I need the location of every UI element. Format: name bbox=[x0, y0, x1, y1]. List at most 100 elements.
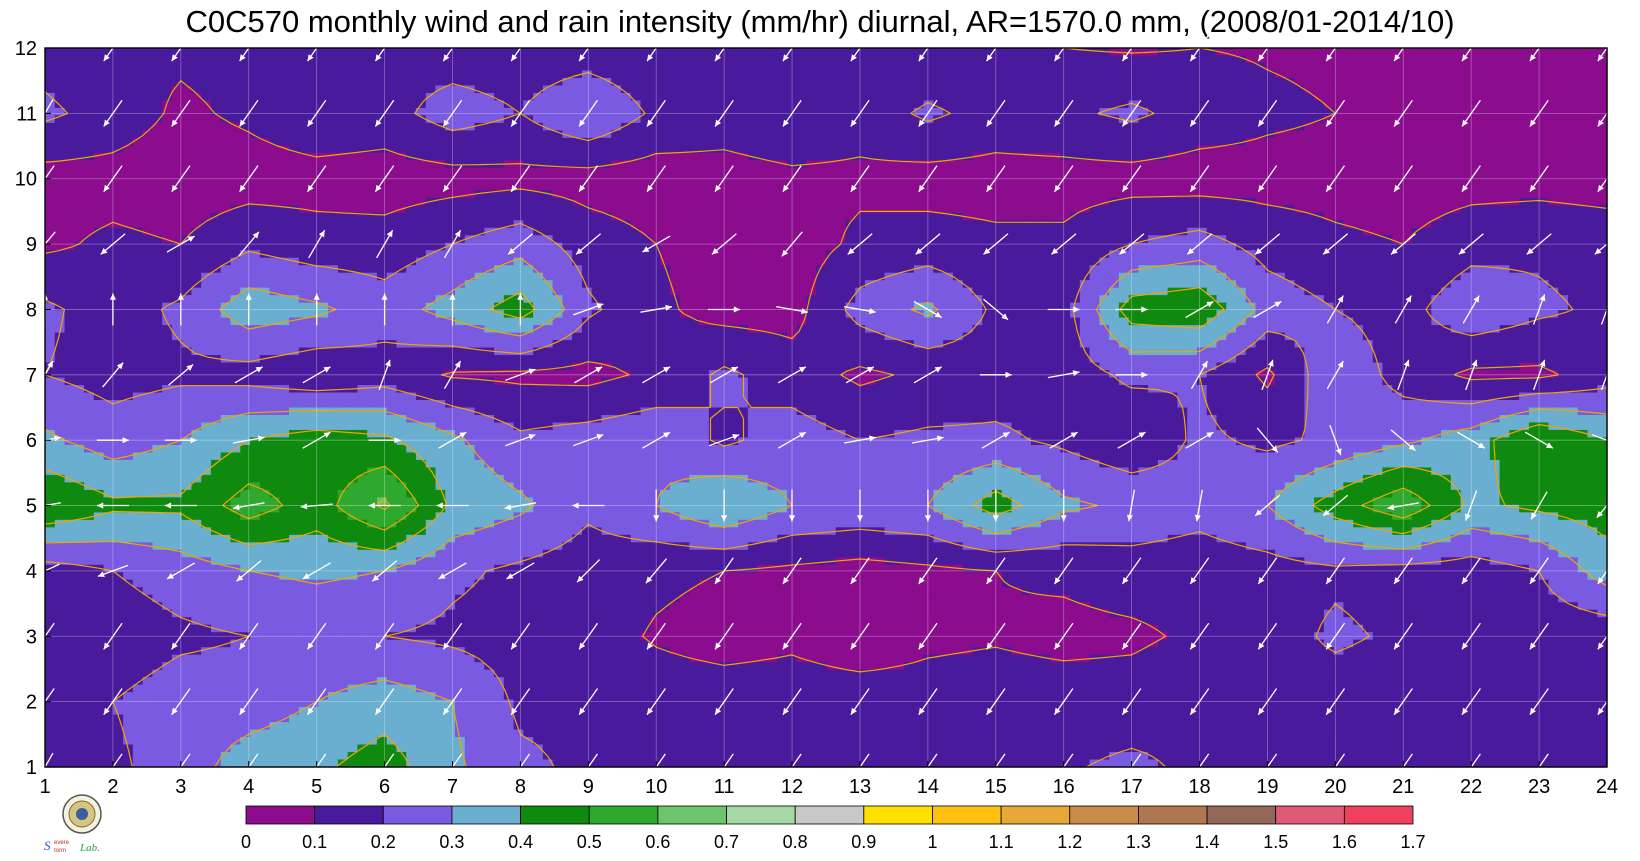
field-cell bbox=[1528, 100, 1540, 109]
field-cell bbox=[1167, 70, 1179, 79]
field-cell bbox=[1177, 100, 1188, 109]
field-cell bbox=[865, 265, 876, 274]
field-cell bbox=[415, 122, 427, 131]
field-cell bbox=[1011, 107, 1022, 117]
field-cell bbox=[1011, 227, 1022, 236]
field-cell bbox=[777, 130, 788, 139]
field-cell bbox=[630, 227, 642, 236]
field-cell bbox=[1538, 197, 1550, 206]
field-cell bbox=[396, 250, 407, 259]
field-cell bbox=[386, 55, 398, 64]
field-cell bbox=[123, 137, 134, 146]
field-cell bbox=[484, 212, 495, 221]
field-cell bbox=[1470, 137, 1481, 146]
field-cell bbox=[708, 227, 720, 236]
field-cell bbox=[191, 250, 202, 259]
field-cell bbox=[337, 92, 349, 102]
field-cell bbox=[1460, 115, 1471, 124]
field-cell bbox=[1362, 167, 1374, 176]
field-cell bbox=[972, 137, 983, 146]
field-cell bbox=[601, 152, 612, 161]
field-cell bbox=[1138, 220, 1149, 229]
field-cell bbox=[1401, 160, 1413, 169]
field-cell bbox=[1255, 115, 1266, 124]
field-cell bbox=[455, 85, 466, 94]
field-cell bbox=[1138, 100, 1149, 109]
field-cell bbox=[1411, 77, 1423, 87]
field-cell bbox=[923, 182, 934, 191]
field-cell bbox=[1187, 250, 1198, 259]
field-cell bbox=[523, 122, 534, 131]
field-cell bbox=[1099, 85, 1110, 94]
field-cell bbox=[396, 130, 407, 139]
field-cell bbox=[1040, 92, 1052, 102]
field-cell bbox=[1148, 212, 1159, 221]
field-cell bbox=[855, 122, 866, 131]
field-cell bbox=[826, 130, 837, 139]
field-cell bbox=[415, 242, 427, 251]
field-cell bbox=[84, 160, 95, 169]
field-cell bbox=[1548, 160, 1559, 169]
field-cell bbox=[93, 107, 105, 117]
field-cell bbox=[1558, 235, 1569, 244]
field-cell bbox=[933, 92, 944, 102]
field-cell bbox=[943, 48, 954, 57]
field-cell bbox=[474, 227, 485, 236]
field-cell bbox=[1265, 220, 1276, 229]
field-cell bbox=[533, 122, 544, 131]
field-cell bbox=[93, 55, 105, 64]
field-cell bbox=[132, 100, 144, 109]
field-cell bbox=[1050, 85, 1061, 94]
field-cell bbox=[435, 265, 446, 274]
field-cell bbox=[796, 182, 808, 191]
field-cell bbox=[464, 242, 476, 251]
field-cell bbox=[396, 137, 407, 146]
field-cell bbox=[279, 182, 290, 191]
field-cell bbox=[347, 92, 358, 102]
field-cell bbox=[669, 250, 681, 259]
field-cell bbox=[259, 272, 271, 281]
field-cell bbox=[591, 160, 603, 169]
field-cell bbox=[269, 175, 280, 184]
field-cell bbox=[93, 70, 105, 79]
field-cell bbox=[640, 190, 651, 199]
field-cell bbox=[591, 62, 603, 72]
field-cell bbox=[45, 235, 56, 244]
field-cell bbox=[1304, 190, 1315, 199]
field-cell bbox=[1196, 250, 1208, 259]
field-cell bbox=[415, 250, 427, 259]
field-cell bbox=[289, 190, 300, 199]
field-cell bbox=[474, 182, 485, 191]
field-cell bbox=[884, 175, 895, 184]
field-cell bbox=[650, 227, 661, 236]
field-cell bbox=[1196, 77, 1208, 87]
field-cell bbox=[1187, 62, 1198, 72]
field-cell bbox=[1011, 48, 1022, 57]
field-cell bbox=[64, 257, 75, 266]
field-cell bbox=[884, 55, 895, 64]
field-cell bbox=[1128, 175, 1139, 184]
field-cell bbox=[718, 242, 729, 251]
field-cell bbox=[1177, 130, 1188, 139]
field-cell bbox=[1265, 272, 1276, 281]
field-cell bbox=[181, 175, 193, 184]
field-cell bbox=[201, 85, 212, 94]
field-cell bbox=[1079, 235, 1091, 244]
field-cell bbox=[1489, 250, 1501, 259]
field-cell bbox=[523, 175, 534, 184]
field-cell bbox=[152, 137, 163, 146]
field-cell bbox=[1089, 130, 1100, 139]
field-cell bbox=[123, 272, 134, 281]
field-cell bbox=[318, 160, 329, 169]
field-cell bbox=[1480, 212, 1491, 221]
field-cell bbox=[786, 220, 798, 229]
field-cell bbox=[396, 145, 407, 154]
field-cell bbox=[679, 235, 690, 244]
field-cell bbox=[689, 55, 700, 64]
field-cell bbox=[513, 235, 524, 244]
field-cell bbox=[298, 145, 310, 154]
field-cell bbox=[1040, 272, 1052, 281]
field-cell bbox=[1265, 227, 1276, 236]
field-cell bbox=[572, 152, 583, 161]
field-cell bbox=[1177, 152, 1188, 161]
